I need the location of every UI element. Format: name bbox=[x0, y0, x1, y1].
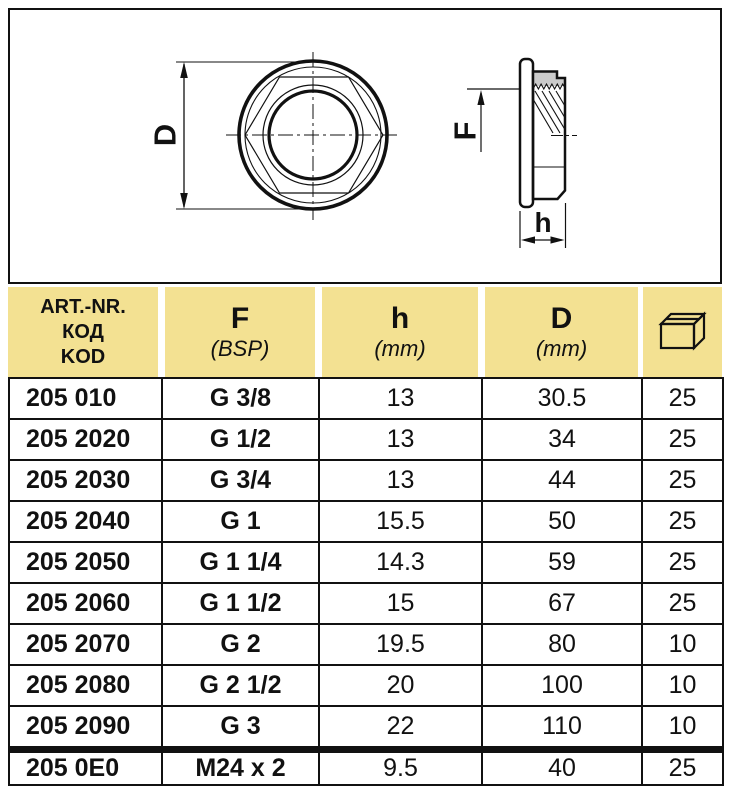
d-cell: 34 bbox=[481, 418, 643, 461]
table-row: 205 2030 G 3/4 13 44 25 bbox=[8, 459, 724, 502]
header-art-nr-line1: ART.-NR. bbox=[40, 295, 126, 318]
pack-cell: 25 bbox=[641, 377, 724, 420]
header-d-unit: (mm) bbox=[535, 336, 588, 361]
header-f-symbol: F bbox=[230, 302, 250, 335]
f-cell: G 2 bbox=[161, 623, 320, 666]
arrow-right-icon bbox=[550, 236, 565, 244]
h-cell: 22 bbox=[318, 705, 483, 751]
pack-cell: 25 bbox=[641, 418, 724, 461]
d-cell: 59 bbox=[481, 541, 643, 584]
f-cell: G 3/8 bbox=[161, 377, 320, 420]
art-cell: 205 2040 bbox=[8, 500, 163, 543]
h-cell: 19.5 bbox=[318, 623, 483, 666]
dimension-f-label: F bbox=[448, 122, 483, 141]
header-art-nr: ART.-NR. КОД KOD bbox=[8, 287, 158, 377]
f-cell: G 3/4 bbox=[161, 459, 320, 502]
d-cell: 44 bbox=[481, 459, 643, 502]
header-f-unit: (BSP) bbox=[210, 336, 270, 361]
nut-side-view bbox=[518, 57, 577, 209]
art-cell: 205 2030 bbox=[8, 459, 163, 502]
table-row: 205 010 G 3/8 13 30.5 25 bbox=[8, 377, 724, 420]
art-cell: 205 2070 bbox=[8, 623, 163, 666]
header-art-nr-line2: КОД bbox=[62, 320, 104, 343]
header-h: h (mm) bbox=[322, 287, 478, 377]
d-cell: 110 bbox=[481, 705, 643, 751]
dimension-d-label: D bbox=[148, 124, 183, 146]
header-h-unit: (mm) bbox=[374, 336, 426, 361]
table-row: 205 2070 G 2 19.5 80 10 bbox=[8, 623, 724, 666]
header-d: D (mm) bbox=[485, 287, 638, 377]
pack-cell: 10 bbox=[641, 705, 724, 751]
art-cell: 205 2050 bbox=[8, 541, 163, 584]
art-cell: 205 2090 bbox=[8, 705, 163, 751]
table-row: 205 2080 G 2 1/2 20 100 10 bbox=[8, 664, 724, 707]
pack-cell: 10 bbox=[641, 664, 724, 707]
h-cell: 14.3 bbox=[318, 541, 483, 584]
table-row: 205 2090 G 3 22 110 10 bbox=[8, 705, 724, 751]
header-packaging bbox=[643, 287, 722, 377]
arrow-down-icon bbox=[180, 193, 188, 209]
pack-cell: 25 bbox=[641, 541, 724, 584]
header-art-nr-line3: KOD bbox=[60, 345, 106, 368]
f-cell: G 2 1/2 bbox=[161, 664, 320, 707]
table-row-metric-variant: 205 0E0 M24 x 2 9.5 40 25 bbox=[8, 746, 724, 786]
f-cell: G 1 bbox=[161, 500, 320, 543]
h-cell: 13 bbox=[318, 459, 483, 502]
d-cell: 40 bbox=[481, 746, 643, 786]
h-cell: 13 bbox=[318, 377, 483, 420]
f-cell: M24 x 2 bbox=[161, 746, 320, 786]
dimension-h-label: h bbox=[534, 207, 551, 238]
header-d-symbol: D bbox=[550, 302, 573, 335]
h-cell: 13 bbox=[318, 418, 483, 461]
art-cell: 205 2060 bbox=[8, 582, 163, 625]
technical-drawing: D F h bbox=[8, 8, 722, 284]
arrow-left-icon bbox=[521, 236, 535, 244]
package-box-icon bbox=[657, 311, 707, 351]
pack-cell: 25 bbox=[641, 582, 724, 625]
d-cell: 100 bbox=[481, 664, 643, 707]
dimension-d: D bbox=[148, 61, 311, 210]
spec-table: 205 010 G 3/8 13 30.5 25 205 2020 G 1/2 … bbox=[8, 377, 724, 786]
art-cell: 205 0E0 bbox=[8, 746, 163, 786]
pack-cell: 10 bbox=[641, 623, 724, 666]
table-row: 205 2020 G 1/2 13 34 25 bbox=[8, 418, 724, 461]
art-cell: 205 2020 bbox=[8, 418, 163, 461]
pack-cell: 25 bbox=[641, 459, 724, 502]
arrow-up-icon bbox=[180, 62, 188, 78]
h-cell: 15.5 bbox=[318, 500, 483, 543]
pack-cell: 25 bbox=[641, 746, 724, 786]
f-cell: G 1/2 bbox=[161, 418, 320, 461]
d-cell: 50 bbox=[481, 500, 643, 543]
drawing-frame bbox=[8, 8, 722, 284]
art-cell: 205 010 bbox=[8, 377, 163, 420]
table-header-row: ART.-NR. КОД KOD F (BSP) h (mm) D (mm) bbox=[8, 287, 722, 377]
pack-cell: 25 bbox=[641, 500, 724, 543]
header-f: F (BSP) bbox=[165, 287, 315, 377]
h-cell: 15 bbox=[318, 582, 483, 625]
d-cell: 80 bbox=[481, 623, 643, 666]
dimension-f: F bbox=[448, 88, 521, 152]
arrow-up-icon bbox=[477, 90, 485, 105]
f-cell: G 1 1/4 bbox=[161, 541, 320, 584]
f-cell: G 1 1/2 bbox=[161, 582, 320, 625]
h-cell: 9.5 bbox=[318, 746, 483, 786]
table-row: 205 2060 G 1 1/2 15 67 25 bbox=[8, 582, 724, 625]
f-cell: G 3 bbox=[161, 705, 320, 751]
nut-front-view bbox=[226, 52, 400, 220]
table-row: 205 2040 G 1 15.5 50 25 bbox=[8, 500, 724, 543]
d-cell: 30.5 bbox=[481, 377, 643, 420]
d-cell: 67 bbox=[481, 582, 643, 625]
table-row: 205 2050 G 1 1/4 14.3 59 25 bbox=[8, 541, 724, 584]
art-cell: 205 2080 bbox=[8, 664, 163, 707]
h-cell: 20 bbox=[318, 664, 483, 707]
header-h-symbol: h bbox=[390, 302, 410, 335]
dimension-h: h bbox=[519, 203, 567, 248]
